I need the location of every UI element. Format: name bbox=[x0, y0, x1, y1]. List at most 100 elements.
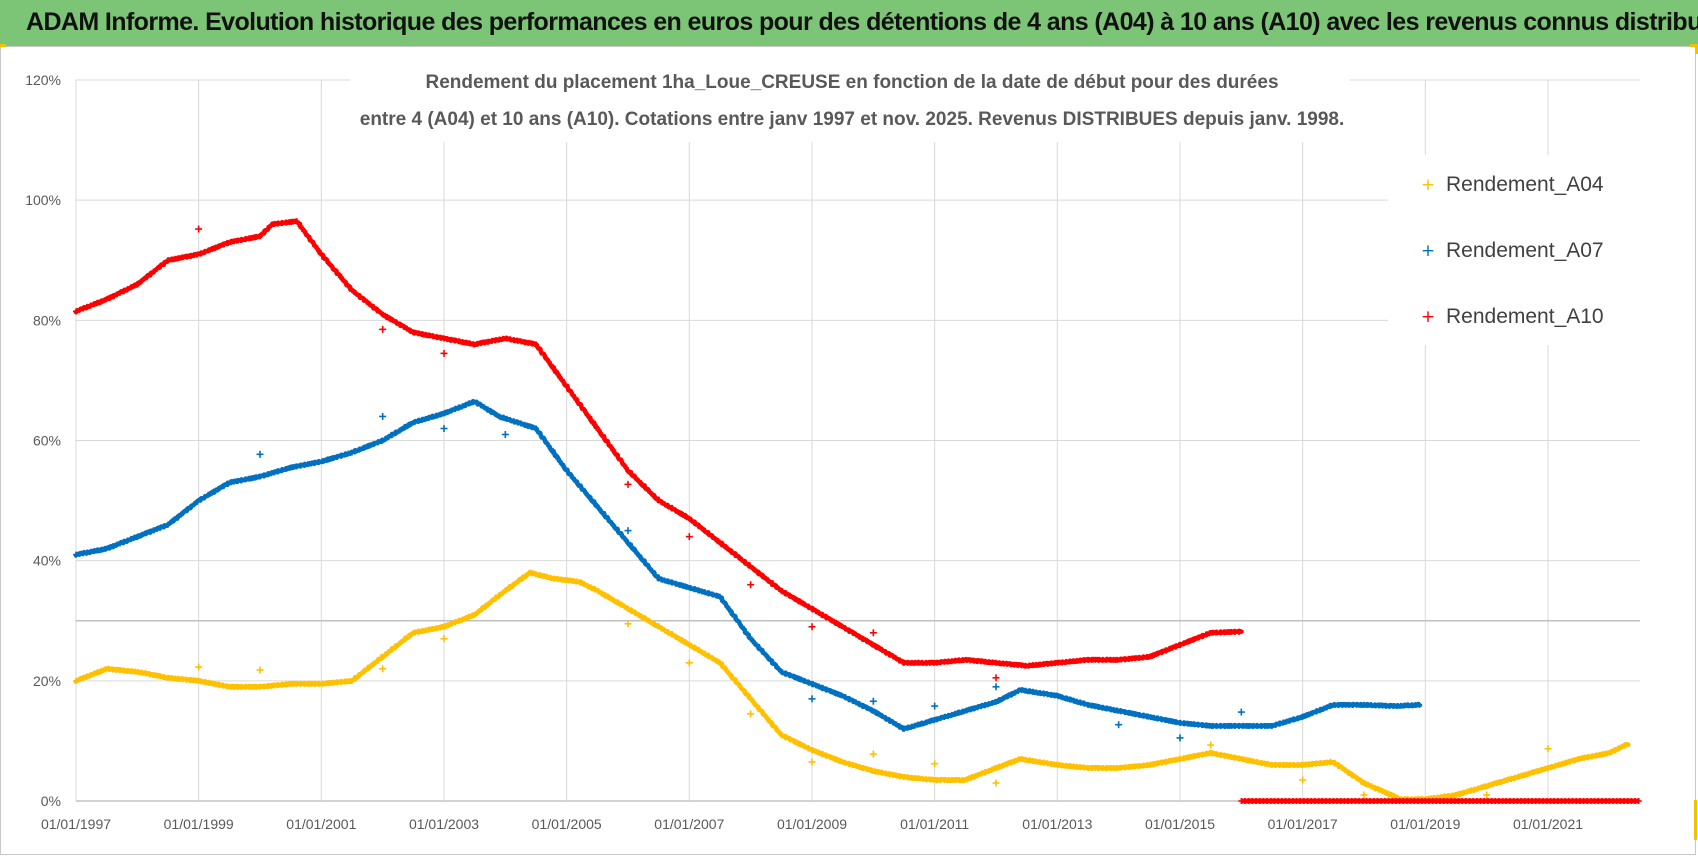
data-point bbox=[934, 716, 941, 723]
data-point bbox=[540, 435, 547, 442]
data-point bbox=[628, 543, 635, 550]
data-point bbox=[801, 601, 808, 608]
data-point bbox=[190, 501, 197, 508]
data-point bbox=[974, 772, 981, 779]
data-point bbox=[282, 465, 289, 472]
data-point bbox=[488, 598, 495, 605]
data-point bbox=[871, 708, 878, 715]
data-point bbox=[404, 423, 411, 430]
x-axis-ticks: 01/01/1997 01/01/1999 01/01/2001 01/01/2003… bbox=[41, 816, 1583, 832]
data-point bbox=[474, 399, 481, 406]
data-point bbox=[481, 604, 488, 611]
data-point bbox=[864, 638, 871, 645]
data-point bbox=[691, 586, 698, 593]
data-point bbox=[1545, 764, 1551, 771]
data-point bbox=[757, 707, 764, 714]
data-point bbox=[271, 469, 278, 476]
data-point bbox=[356, 672, 363, 679]
data-point bbox=[853, 631, 860, 638]
data-point bbox=[742, 690, 749, 697]
data-point bbox=[654, 623, 661, 630]
data-point bbox=[1526, 770, 1533, 777]
series-line bbox=[73, 218, 1244, 669]
data-point bbox=[1486, 782, 1493, 789]
data-point bbox=[713, 592, 720, 599]
data-point bbox=[142, 530, 149, 537]
data-point bbox=[352, 674, 359, 681]
data-point bbox=[1346, 769, 1353, 776]
data-point bbox=[827, 616, 834, 623]
data-point bbox=[1004, 693, 1011, 700]
data-point bbox=[326, 261, 333, 268]
data-point bbox=[286, 464, 293, 471]
data-point bbox=[794, 739, 801, 746]
data-point bbox=[382, 651, 389, 658]
y-tick-label: 100% bbox=[25, 192, 61, 208]
data-point bbox=[1162, 647, 1169, 654]
data-point bbox=[1151, 651, 1158, 658]
data-point bbox=[555, 371, 562, 378]
data-point bbox=[533, 341, 539, 348]
data-point bbox=[128, 284, 135, 291]
x-tick-label: 01/01/2017 bbox=[1268, 816, 1338, 832]
data-point bbox=[845, 695, 852, 702]
data-point bbox=[683, 514, 690, 521]
data-point bbox=[429, 413, 436, 420]
data-point bbox=[739, 623, 746, 630]
legend-marker-a10: + bbox=[1421, 307, 1435, 327]
data-point bbox=[209, 489, 216, 496]
data-point bbox=[889, 653, 896, 660]
data-point bbox=[547, 445, 554, 452]
data-point bbox=[1173, 643, 1180, 650]
data-point bbox=[735, 554, 742, 561]
data-point bbox=[764, 716, 771, 723]
data-point bbox=[867, 767, 874, 774]
data-point bbox=[786, 736, 793, 743]
data-point bbox=[503, 415, 510, 422]
data-point bbox=[856, 763, 863, 770]
outlier-point bbox=[379, 665, 387, 673]
data-point bbox=[319, 458, 326, 465]
data-point bbox=[683, 583, 690, 590]
data-point bbox=[779, 588, 786, 595]
data-point bbox=[345, 282, 352, 289]
data-point bbox=[797, 676, 804, 683]
data-point bbox=[459, 403, 466, 410]
data-point bbox=[801, 743, 808, 750]
data-point bbox=[632, 548, 639, 555]
outlier-point bbox=[931, 760, 939, 768]
x-tick-label: 01/01/2011 bbox=[900, 816, 969, 832]
data-point bbox=[356, 293, 363, 300]
data-point bbox=[610, 447, 617, 454]
data-point bbox=[1011, 689, 1018, 696]
data-point bbox=[643, 485, 650, 492]
data-point bbox=[867, 640, 874, 647]
data-point bbox=[838, 692, 845, 699]
data-point bbox=[838, 758, 845, 765]
data-point bbox=[323, 257, 330, 264]
data-point bbox=[73, 677, 79, 684]
data-point bbox=[882, 648, 889, 655]
data-point bbox=[764, 654, 771, 661]
data-point bbox=[1603, 750, 1610, 757]
data-point bbox=[1309, 710, 1316, 717]
data-point bbox=[599, 509, 606, 516]
data-point bbox=[161, 260, 168, 267]
data-point bbox=[820, 612, 827, 619]
data-point bbox=[113, 291, 120, 298]
data-point bbox=[319, 252, 326, 259]
data-point bbox=[98, 298, 105, 305]
data-point bbox=[625, 539, 631, 546]
data-point bbox=[886, 651, 893, 658]
data-point bbox=[591, 422, 598, 429]
data-point bbox=[558, 460, 565, 467]
data-point bbox=[157, 263, 164, 270]
data-point bbox=[985, 767, 992, 774]
data-point bbox=[157, 524, 164, 531]
data-point bbox=[91, 670, 98, 677]
data-point bbox=[1456, 790, 1463, 797]
data-point bbox=[1541, 766, 1548, 773]
data-point bbox=[315, 247, 322, 254]
data-point bbox=[507, 417, 514, 424]
data-point bbox=[463, 615, 470, 622]
